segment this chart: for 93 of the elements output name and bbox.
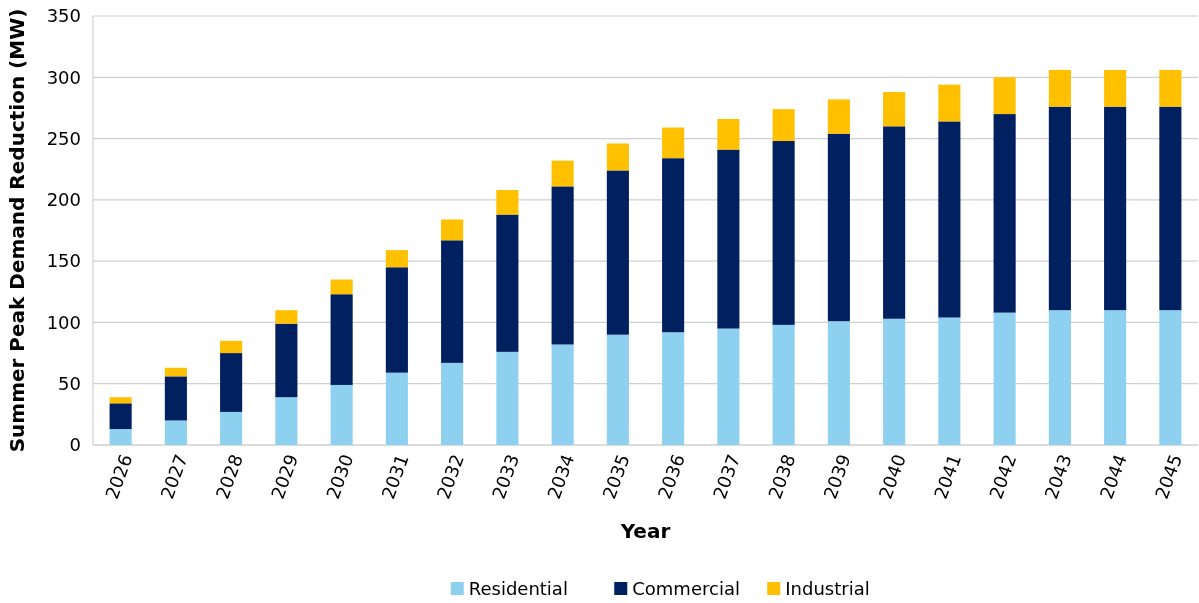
- bar: [496, 214, 519, 352]
- bar: [938, 317, 961, 445]
- x-tick-label: 2029: [266, 451, 303, 502]
- bar: [330, 279, 353, 295]
- bar: [551, 160, 574, 187]
- y-tick-label: 150: [46, 250, 81, 272]
- x-tick-label: 2035: [598, 451, 634, 502]
- x-tick-label: 2034: [542, 451, 579, 502]
- x-tick-label: 2028: [211, 451, 247, 502]
- y-tick-label: 250: [46, 127, 81, 149]
- bar: [717, 118, 740, 150]
- bar: [275, 323, 298, 398]
- bar: [1048, 69, 1071, 107]
- bar: [662, 127, 685, 159]
- legend-label: Commercial: [632, 578, 740, 600]
- bar: [441, 219, 464, 241]
- bar: [220, 340, 243, 354]
- bar: [1104, 69, 1127, 107]
- bar: [109, 429, 132, 445]
- bar: [827, 321, 850, 445]
- bar: [938, 121, 961, 318]
- bar: [164, 420, 187, 445]
- bar: [883, 91, 906, 127]
- x-tick-label: 2044: [1095, 451, 1131, 502]
- bar: [606, 170, 629, 335]
- bar: [993, 114, 1016, 313]
- bar: [883, 126, 906, 319]
- bar: [330, 294, 353, 385]
- bar: [883, 318, 906, 445]
- bar: [385, 267, 408, 373]
- bar: [275, 310, 298, 324]
- x-tick-label: 2030: [321, 451, 358, 502]
- x-tick-label: 2042: [984, 451, 1021, 502]
- x-tick-label: 2039: [819, 451, 855, 502]
- bar: [496, 351, 519, 445]
- bar: [1104, 310, 1127, 445]
- x-tick-label: 2036: [653, 451, 689, 502]
- bar: [717, 328, 740, 445]
- bar: [275, 397, 298, 445]
- x-tick-label: 2027: [156, 451, 192, 502]
- bar: [772, 141, 795, 325]
- bar: [164, 376, 187, 421]
- bar: [938, 84, 961, 122]
- x-tick-label: 2045: [1150, 451, 1187, 502]
- bar: [109, 397, 132, 404]
- legend-label: Industrial: [785, 578, 870, 600]
- bar: [1104, 106, 1127, 311]
- y-tick-label: 50: [58, 373, 81, 395]
- x-tick-label: 2031: [377, 451, 413, 502]
- bar: [385, 250, 408, 268]
- bar: [1048, 106, 1071, 311]
- bar: [496, 190, 519, 215]
- x-tick-label: 2032: [432, 451, 468, 502]
- bar: [551, 186, 574, 345]
- bar: [993, 312, 1016, 445]
- x-tick-label: 2033: [487, 451, 524, 502]
- y-tick-label: 100: [46, 311, 81, 333]
- bar: [441, 362, 464, 445]
- bar: [330, 384, 353, 445]
- bar: [606, 143, 629, 171]
- bar: [662, 158, 685, 333]
- bar: [441, 240, 464, 363]
- legend-label: Residential: [468, 578, 568, 600]
- bar: [164, 367, 187, 377]
- bar: [827, 99, 850, 134]
- bar: [662, 332, 685, 445]
- bar: [993, 77, 1016, 115]
- bar: [717, 149, 740, 329]
- y-tick-label: 200: [46, 189, 81, 211]
- bar: [1159, 69, 1182, 107]
- bar: [220, 411, 243, 445]
- x-axis-title: Year: [619, 519, 671, 543]
- bar: [606, 334, 629, 445]
- x-tick-label: 2037: [708, 451, 745, 502]
- bar: [551, 344, 574, 445]
- bar: [827, 133, 850, 322]
- x-tick-label: 2041: [929, 451, 966, 502]
- x-tick-label: 2038: [763, 451, 800, 502]
- y-axis-title: Summer Peak Demand Reduction (MW): [5, 8, 29, 453]
- bar: [772, 109, 795, 142]
- bar: [772, 324, 795, 445]
- bar: [385, 372, 408, 445]
- bar: [1048, 310, 1071, 445]
- y-tick-label: 300: [46, 66, 81, 88]
- y-tick-label: 350: [46, 5, 81, 27]
- bar: [1159, 106, 1182, 311]
- x-tick-label: 2026: [100, 451, 137, 502]
- x-tick-label: 2043: [1040, 451, 1076, 502]
- bar: [1159, 310, 1182, 445]
- x-tick-label: 2040: [874, 451, 910, 502]
- y-tick-label: 0: [69, 434, 81, 456]
- bar: [220, 353, 243, 412]
- bar: [109, 403, 132, 430]
